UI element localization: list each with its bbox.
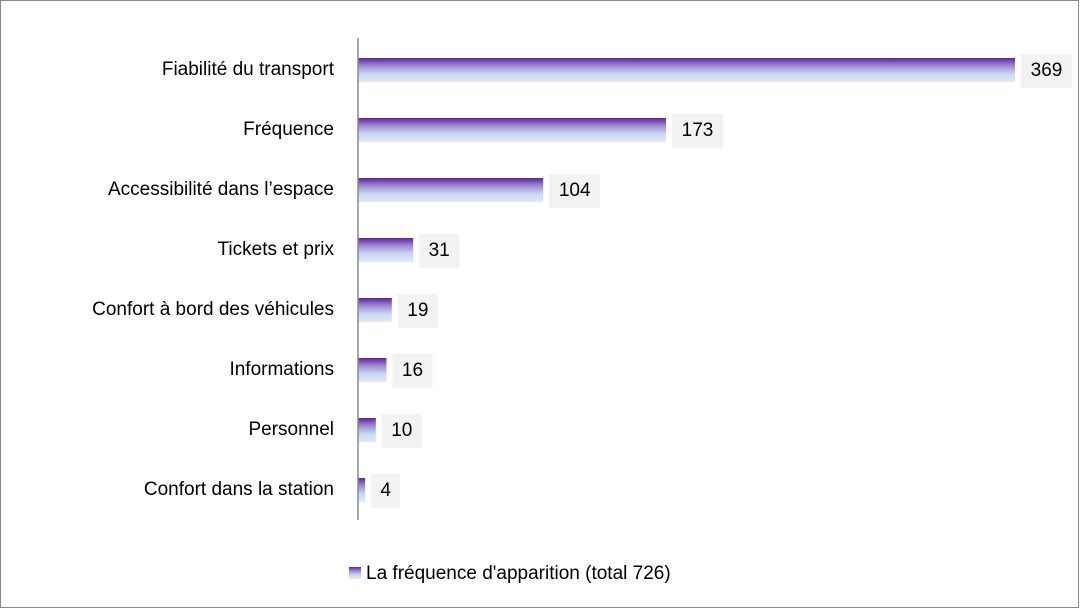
y-tick-label: Fréquence (243, 119, 334, 140)
value-label: 16 (402, 360, 423, 381)
bar (358, 118, 667, 142)
y-tick-label: Tickets et prix (218, 239, 335, 260)
value-label: 19 (407, 300, 428, 321)
bar (358, 58, 1015, 82)
value-label-box (1021, 54, 1072, 88)
value-label: 369 (1031, 60, 1063, 81)
y-tick-label: Personnel (248, 419, 334, 440)
value-label-box (392, 354, 433, 388)
y-tick-label: Confort à bord des véhicules (92, 299, 334, 320)
bar (358, 298, 392, 322)
value-label: 10 (391, 420, 412, 441)
value-label: 173 (682, 120, 714, 141)
value-label: 31 (429, 240, 450, 261)
bar (358, 478, 366, 502)
value-label-box (419, 234, 460, 268)
y-tick-label: Informations (229, 359, 334, 380)
value-label: 104 (559, 180, 591, 201)
bar (358, 358, 387, 382)
value-label: 4 (380, 480, 391, 501)
value-label-box (381, 414, 422, 448)
legend-label: La fréquence d'apparition (total 726) (366, 563, 671, 584)
bar (358, 178, 544, 202)
y-tick-label: Confort dans la station (144, 479, 334, 500)
value-label-box (371, 474, 401, 508)
legend-swatch (349, 567, 361, 579)
value-label-box (549, 174, 601, 208)
value-label-box (672, 114, 724, 148)
value-label-box (397, 294, 438, 328)
bar (358, 418, 376, 442)
bar (358, 238, 414, 262)
y-tick-label: Accessibilité dans l’espace (108, 179, 334, 200)
y-tick-label: Fiabilité du transport (162, 59, 335, 80)
